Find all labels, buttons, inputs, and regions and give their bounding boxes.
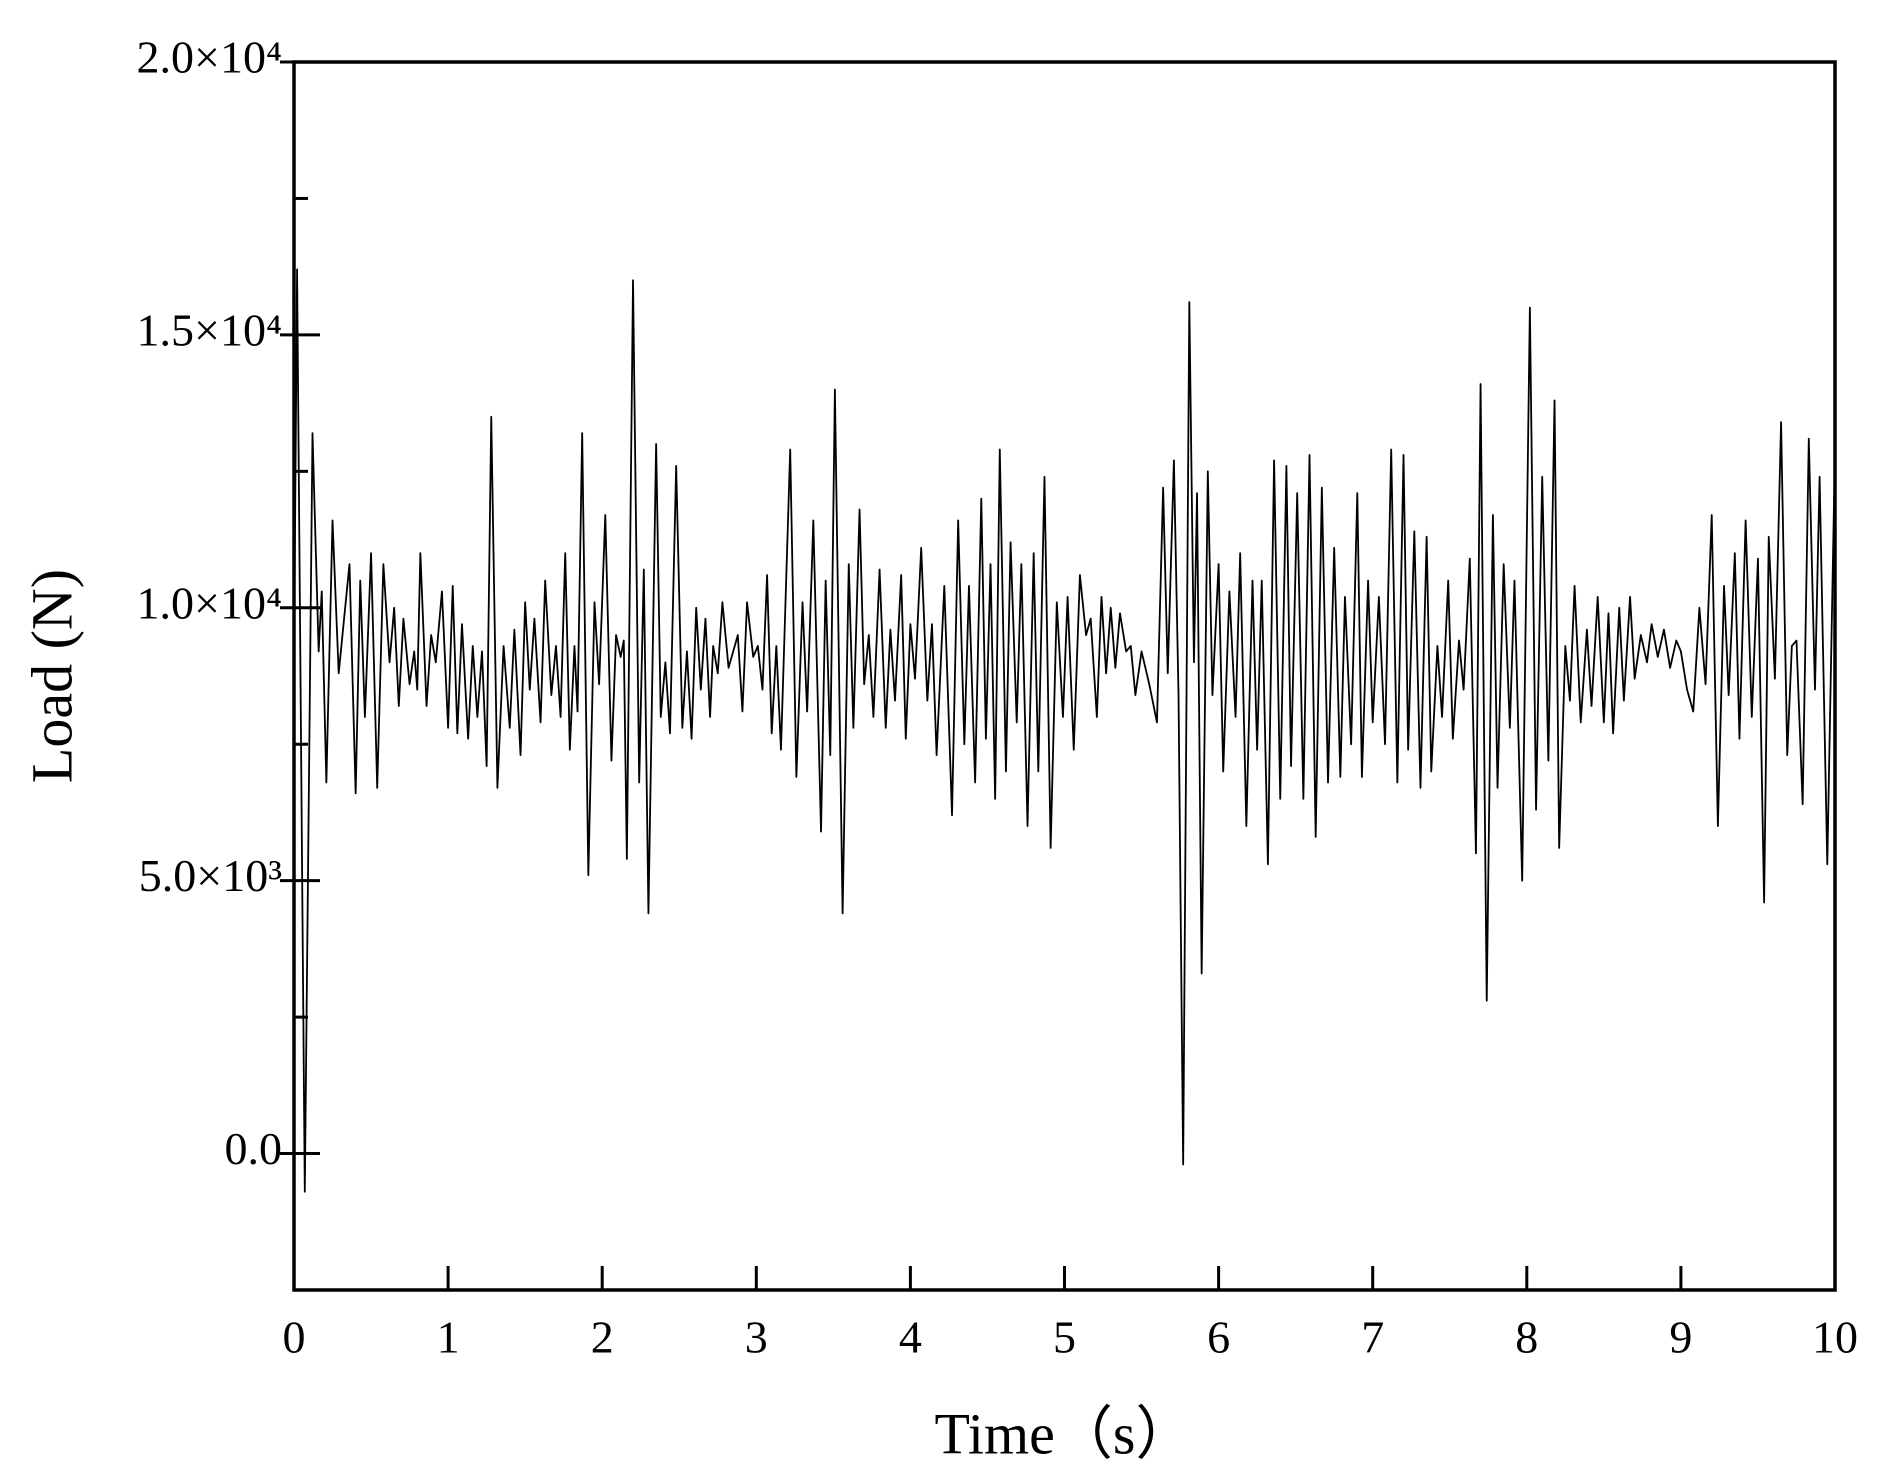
x-tick-label: 8 — [1515, 1312, 1538, 1363]
y-axis-title: Load (N) — [19, 569, 84, 783]
x-tick-label: 9 — [1669, 1312, 1692, 1363]
plot-frame — [292, 60, 1837, 1292]
y-tick-label: 2.0×10⁴ — [137, 32, 282, 83]
x-tick-label: 0 — [283, 1312, 306, 1363]
y-tick-label: 5.0×10³ — [139, 850, 282, 901]
x-axis-title: Time（s） — [935, 1401, 1194, 1466]
x-tick-label: 4 — [899, 1312, 922, 1363]
x-tick-label: 3 — [745, 1312, 768, 1363]
x-tick-label: 1 — [437, 1312, 460, 1363]
y-tick-label: 1.5×10⁴ — [137, 304, 282, 355]
x-tick-label: 10 — [1812, 1312, 1858, 1363]
x-tick-label: 2 — [591, 1312, 614, 1363]
data-line — [293, 268, 1836, 1193]
x-tick-label: 7 — [1361, 1312, 1384, 1363]
y-tick-label: 0.0 — [225, 1123, 283, 1174]
x-tick-label: 5 — [1053, 1312, 1076, 1363]
y-tick-label: 1.0×10⁴ — [137, 577, 282, 628]
x-tick-label: 6 — [1207, 1312, 1230, 1363]
